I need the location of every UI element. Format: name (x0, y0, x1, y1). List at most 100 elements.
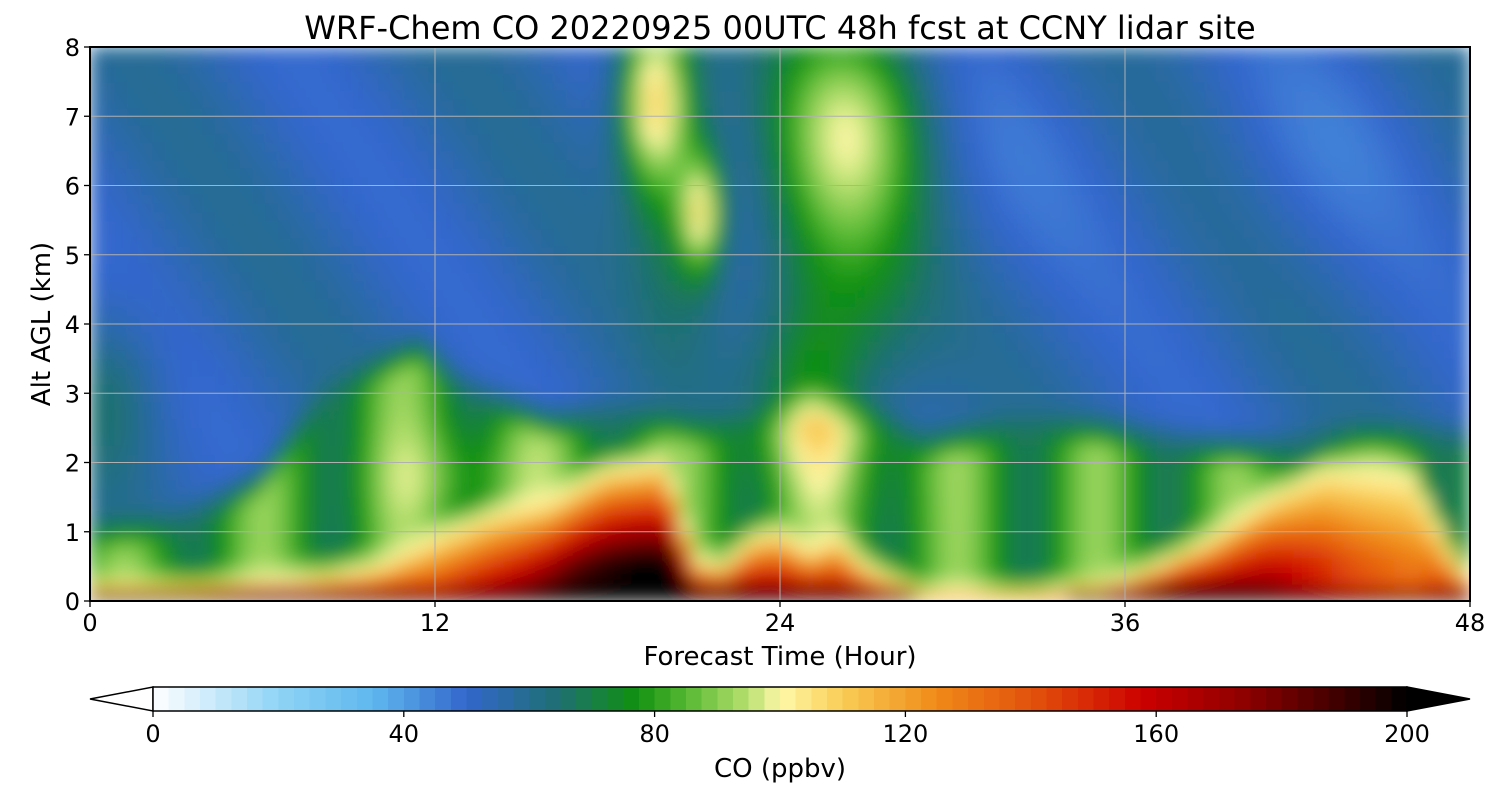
field-cell (90, 531, 104, 541)
field-cell (290, 288, 304, 299)
field-cell (980, 184, 994, 195)
field-cell (90, 401, 104, 412)
field-cell (340, 228, 354, 239)
field-cell (227, 202, 242, 213)
field-cell (265, 314, 279, 325)
field-cell (553, 236, 568, 247)
field-cell (127, 115, 141, 126)
field-cell (302, 150, 317, 161)
field-cell (666, 444, 681, 455)
field-cell (553, 505, 568, 516)
field-cell (127, 63, 141, 74)
field-cell (541, 453, 555, 464)
field-cell (277, 219, 292, 230)
field-cell (817, 435, 831, 446)
field-cell (817, 297, 831, 308)
field-cell (90, 375, 104, 386)
field-cell (842, 107, 856, 117)
field-cell (666, 193, 681, 204)
field-cell (929, 133, 944, 143)
field-cell (691, 133, 706, 143)
field-cell (653, 505, 668, 516)
field-cell (101, 453, 116, 464)
field-cell (754, 193, 768, 204)
field-cell (315, 47, 329, 57)
field-cell (616, 401, 630, 412)
field-cell (377, 271, 392, 282)
field-cell (578, 496, 593, 507)
field-cell (403, 89, 417, 100)
field-cell (679, 531, 693, 541)
field-cell (290, 548, 304, 559)
field-cell (164, 435, 179, 446)
field-cell (980, 444, 994, 455)
field-cell (1042, 306, 1057, 316)
field-cell (503, 375, 518, 386)
field-cell (327, 210, 342, 221)
field-cell (277, 262, 292, 273)
field-cell (164, 401, 179, 412)
field-cell (754, 254, 768, 265)
field-cell (227, 72, 242, 83)
field-cell (804, 228, 819, 239)
field-cell (252, 427, 267, 438)
field-cell (829, 288, 844, 299)
field-cell (1030, 314, 1044, 325)
field-cell (177, 453, 191, 464)
field-cell (277, 427, 292, 438)
field-cell (227, 574, 242, 585)
field-cell (1042, 531, 1057, 541)
field-cell (591, 81, 605, 91)
field-cell (453, 228, 467, 239)
field-cell (892, 427, 906, 438)
field-cell (515, 401, 530, 412)
field-cell (729, 531, 743, 541)
field-cell (616, 453, 630, 464)
field-cell (202, 427, 216, 438)
field-cell (453, 591, 467, 601)
field-cell (528, 427, 543, 438)
field-cell (277, 81, 292, 91)
field-cell (892, 81, 906, 91)
field-cell (227, 219, 242, 230)
field-cell (127, 133, 141, 143)
field-cell (478, 410, 492, 420)
field-cell (239, 193, 254, 204)
field-cell (265, 366, 279, 377)
field-cell (942, 401, 957, 412)
field-cell (779, 47, 794, 57)
field-cell (528, 487, 543, 498)
field-cell (955, 81, 969, 91)
field-cell (490, 202, 505, 213)
field-cell (967, 444, 982, 455)
field-cell (277, 392, 292, 403)
field-cell (942, 124, 957, 135)
field-cell (403, 340, 417, 351)
field-cell (616, 392, 630, 403)
field-cell (139, 427, 154, 438)
field-cell (352, 219, 367, 230)
field-cell (352, 280, 367, 290)
field-cell (666, 487, 681, 498)
field-cell (214, 150, 229, 161)
field-cell (917, 513, 932, 524)
field-cell (992, 444, 1007, 455)
field-cell (691, 271, 706, 282)
field-cell (327, 470, 342, 481)
field-cell (189, 557, 204, 567)
field-cell (854, 583, 869, 593)
field-cell (929, 89, 944, 100)
field-cell (453, 47, 467, 57)
field-cell (290, 435, 304, 446)
field-cell (691, 453, 706, 464)
field-cell (741, 158, 756, 169)
field-cell (553, 401, 568, 412)
field-cell (453, 531, 467, 541)
field-cell (955, 366, 969, 377)
field-cell (842, 124, 856, 135)
field-cell (842, 202, 856, 213)
field-cell (641, 392, 656, 403)
field-cell (139, 384, 154, 394)
field-cell (340, 184, 354, 195)
field-cell (566, 557, 580, 567)
